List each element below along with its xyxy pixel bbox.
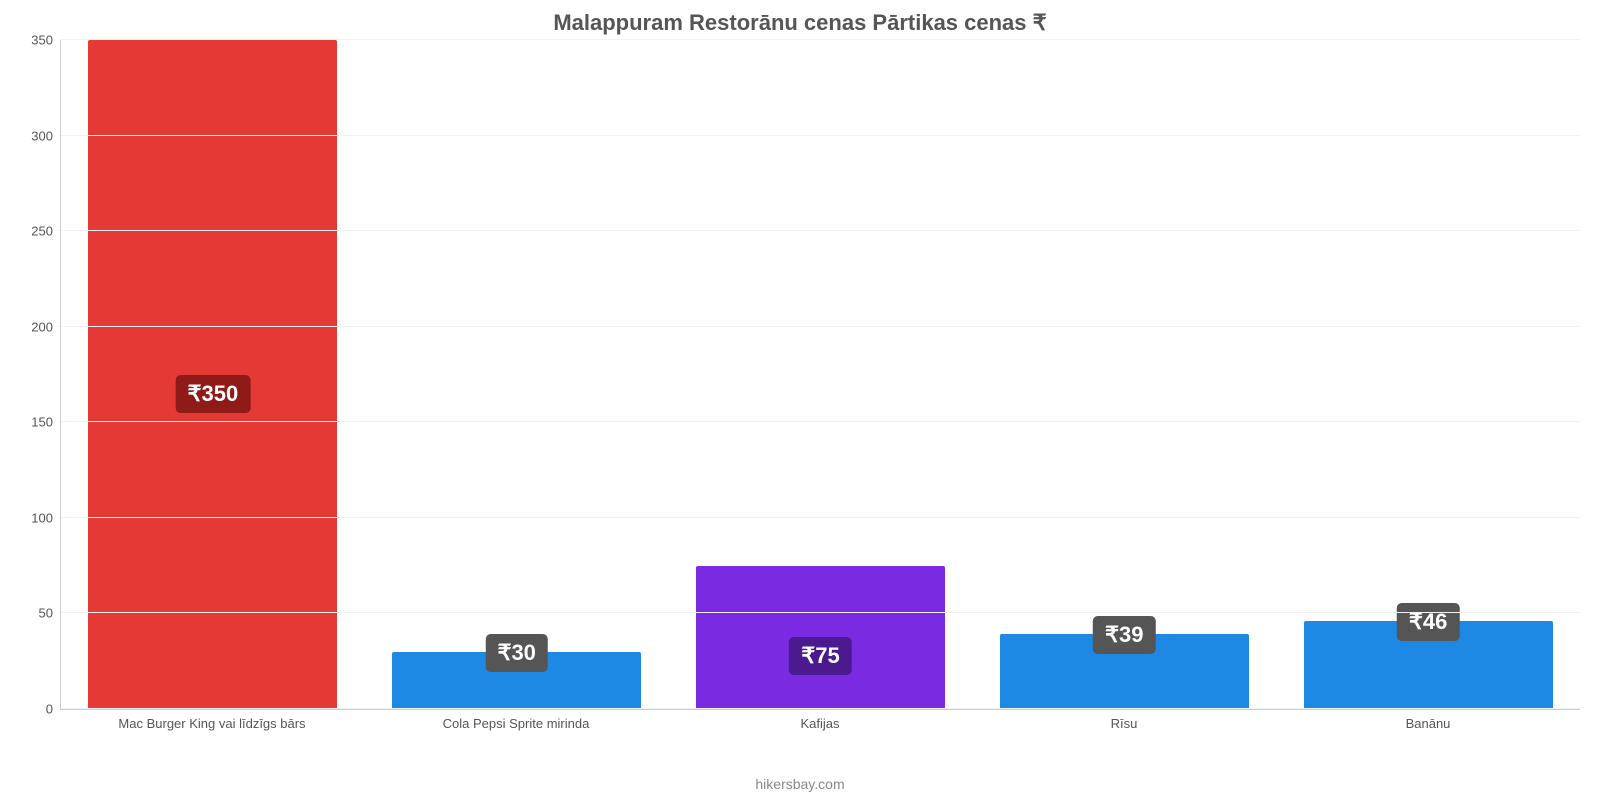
gridline	[61, 517, 1580, 518]
value-badge: ₹30	[485, 634, 547, 672]
x-tick-label: Cola Pepsi Sprite mirinda	[364, 710, 668, 740]
y-tick-label: 100	[31, 510, 61, 525]
bar-slot: ₹30	[365, 40, 669, 709]
gridline	[61, 612, 1580, 613]
gridline	[61, 135, 1580, 136]
y-tick-label: 50	[39, 606, 61, 621]
x-tick-label: Mac Burger King vai līdzīgs bārs	[60, 710, 364, 740]
x-axis-labels: Mac Burger King vai līdzīgs bārsCola Pep…	[60, 710, 1580, 740]
x-tick-label: Rīsu	[972, 710, 1276, 740]
bars-row: ₹350 ₹30 ₹75 ₹39 ₹46	[61, 40, 1580, 709]
y-tick-label: 0	[46, 702, 61, 717]
bar-slot: ₹350	[61, 40, 365, 709]
value-badge: ₹39	[1093, 616, 1155, 654]
y-tick-label: 300	[31, 128, 61, 143]
bar: ₹39	[1000, 634, 1249, 709]
bar-slot: ₹75	[669, 40, 973, 709]
y-tick-label: 200	[31, 319, 61, 334]
bar: ₹75	[696, 566, 945, 709]
plot-area: ₹350₹30₹75₹39₹46 050100150200250300350	[60, 40, 1580, 710]
y-tick-label: 150	[31, 415, 61, 430]
credit-text: hikersbay.com	[0, 776, 1600, 792]
chart-title: Malappuram Restorānu cenas Pārtikas cena…	[0, 0, 1600, 42]
bar-slot: ₹46	[1276, 40, 1580, 709]
x-tick-label: Kafijas	[668, 710, 972, 740]
gridline	[61, 421, 1580, 422]
gridline	[61, 326, 1580, 327]
y-tick-label: 350	[31, 33, 61, 48]
value-badge: ₹75	[789, 637, 851, 675]
bar: ₹46	[1304, 621, 1553, 709]
bar: ₹350	[88, 40, 337, 709]
value-badge: ₹46	[1397, 603, 1459, 641]
y-tick-label: 250	[31, 224, 61, 239]
chart-area: ₹350₹30₹75₹39₹46 050100150200250300350 M…	[60, 40, 1580, 740]
value-badge: ₹350	[176, 375, 251, 413]
x-tick-label: Banānu	[1276, 710, 1580, 740]
gridline	[61, 39, 1580, 40]
bar: ₹30	[392, 652, 641, 709]
gridline	[61, 230, 1580, 231]
bar-slot: ₹39	[972, 40, 1276, 709]
gridline	[61, 708, 1580, 709]
